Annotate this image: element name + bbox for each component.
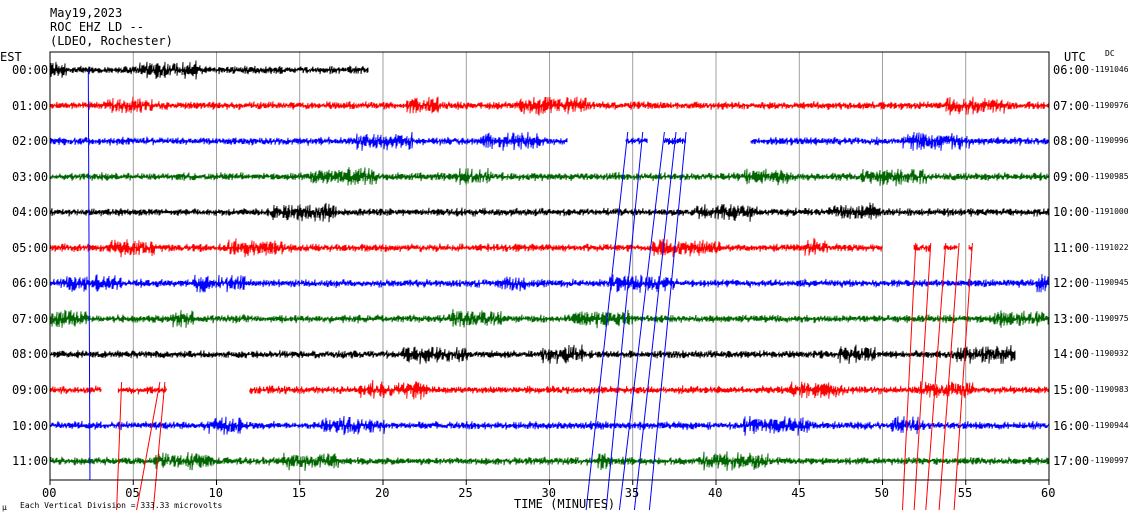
station-title: ROC EHZ LD -- <box>50 20 144 34</box>
utc-hour-label: 08:00 <box>1053 134 1090 149</box>
est-hour-label: 07:00 <box>12 311 49 326</box>
dc-offset-label: -1190944 <box>1090 420 1129 430</box>
x-tick-label: 15 <box>291 486 307 500</box>
trace-row <box>49 385 102 395</box>
x-tick-label: 20 <box>375 486 390 500</box>
seismic-traces <box>49 60 1050 471</box>
est-hour-label: 02:00 <box>12 134 49 149</box>
micro-mark: μ <box>2 503 7 512</box>
trace-row <box>49 237 883 258</box>
est-hour-label: 06:00 <box>12 276 49 291</box>
dc-offset-label: -1190983 <box>1090 384 1129 394</box>
spike-lines <box>87 69 973 511</box>
dc-offset-label: -1190932 <box>1090 349 1129 359</box>
trace-row <box>49 344 1016 365</box>
trace-row <box>49 131 568 151</box>
est-hour-label: 10:00 <box>12 418 49 433</box>
dc-offset-label: -1191022 <box>1090 242 1129 252</box>
trace-row <box>913 244 931 253</box>
spike-line <box>633 131 677 511</box>
est-label: EST <box>0 50 22 64</box>
x-tick-label: 25 <box>458 486 473 500</box>
x-tick-label: 30 <box>541 486 556 500</box>
est-hour-label: 05:00 <box>12 240 49 255</box>
x-tick-label: 35 <box>624 486 640 500</box>
utc-hour-label: 07:00 <box>1053 98 1090 113</box>
trace-row <box>49 167 1050 187</box>
spike-line <box>938 242 960 511</box>
spike-line <box>953 242 973 511</box>
trace-row <box>943 244 958 251</box>
x-tick-label: 50 <box>874 486 889 500</box>
x-tick-label: 60 <box>1041 486 1056 500</box>
utc-hour-label: 13:00 <box>1053 311 1090 326</box>
trace-row <box>49 96 1050 116</box>
trace-row <box>49 309 1050 329</box>
spike-line <box>136 381 161 511</box>
est-hour-label: 00:00 <box>12 63 49 77</box>
spike-line <box>901 242 917 511</box>
est-hour-label: 01:00 <box>12 98 49 113</box>
dc-offset-label: -1190996 <box>1090 136 1129 146</box>
x-axis-title: TIME (MINUTES) <box>514 497 616 511</box>
est-hour-label: 08:00 <box>12 347 49 362</box>
x-axis-ticks <box>49 480 1050 485</box>
utc-hour-label: 09:00 <box>1053 169 1090 184</box>
utc-hour-label: 11:00 <box>1053 240 1090 255</box>
utc-hour-label: 14:00 <box>1053 347 1090 362</box>
date-title: May19,2023 <box>50 6 123 20</box>
utc-label: UTC <box>1064 50 1086 64</box>
est-hour-label: 04:00 <box>12 205 49 220</box>
spike-line <box>618 131 665 511</box>
trace-row <box>49 202 1050 223</box>
dc-label: DC <box>1105 49 1115 58</box>
est-hour-label: 09:00 <box>12 382 49 397</box>
dc-offset-label: -1191000 <box>1090 207 1129 217</box>
utc-hour-label: 17:00 <box>1053 454 1090 469</box>
network-title: (LDEO, Rochester) <box>50 34 173 48</box>
dc-offset-label: -1190975 <box>1090 313 1129 323</box>
x-tick-label: 05 <box>125 486 140 500</box>
scale-footer: Each Vertical Division = 333.33 microvol… <box>20 501 223 510</box>
trace-row <box>49 451 1050 471</box>
utc-hour-label: 10:00 <box>1053 205 1090 220</box>
x-tick-label: 00 <box>42 486 57 500</box>
spike-line <box>152 381 166 511</box>
dc-offset-label: -1191046 <box>1090 65 1129 74</box>
spike-line <box>648 131 687 511</box>
dc-offset-label: -1190976 <box>1090 100 1129 110</box>
x-tick-label: 10 <box>208 486 223 500</box>
dc-offset-label: -1190985 <box>1090 171 1129 181</box>
x-tick-label: 45 <box>791 486 806 500</box>
minute-grid <box>49 52 1050 480</box>
trace-row <box>750 131 1050 151</box>
spike-line <box>605 131 644 511</box>
dc-offset-label: -1190997 <box>1090 456 1129 466</box>
trace-row <box>249 379 1050 400</box>
est-hour-label: 03:00 <box>12 169 49 184</box>
x-tick-label: 40 <box>708 486 723 500</box>
trace-row <box>625 137 648 145</box>
trace-row <box>49 273 1050 293</box>
trace-row <box>49 415 1050 436</box>
utc-hour-label: 12:00 <box>1053 276 1090 291</box>
spike-line <box>585 131 629 511</box>
dc-offset-label: -1190945 <box>1090 278 1129 288</box>
utc-hour-label: 15:00 <box>1053 382 1090 397</box>
spike-line <box>87 69 91 481</box>
spike-line <box>913 242 932 511</box>
utc-hour-label: 16:00 <box>1053 418 1090 433</box>
trace-row <box>49 60 369 80</box>
spike-line <box>925 242 947 511</box>
est-hour-label: 11:00 <box>12 454 49 469</box>
x-tick-label: 55 <box>957 486 973 500</box>
spike-line <box>116 381 123 511</box>
utc-hour-label: 06:00 <box>1053 63 1090 77</box>
